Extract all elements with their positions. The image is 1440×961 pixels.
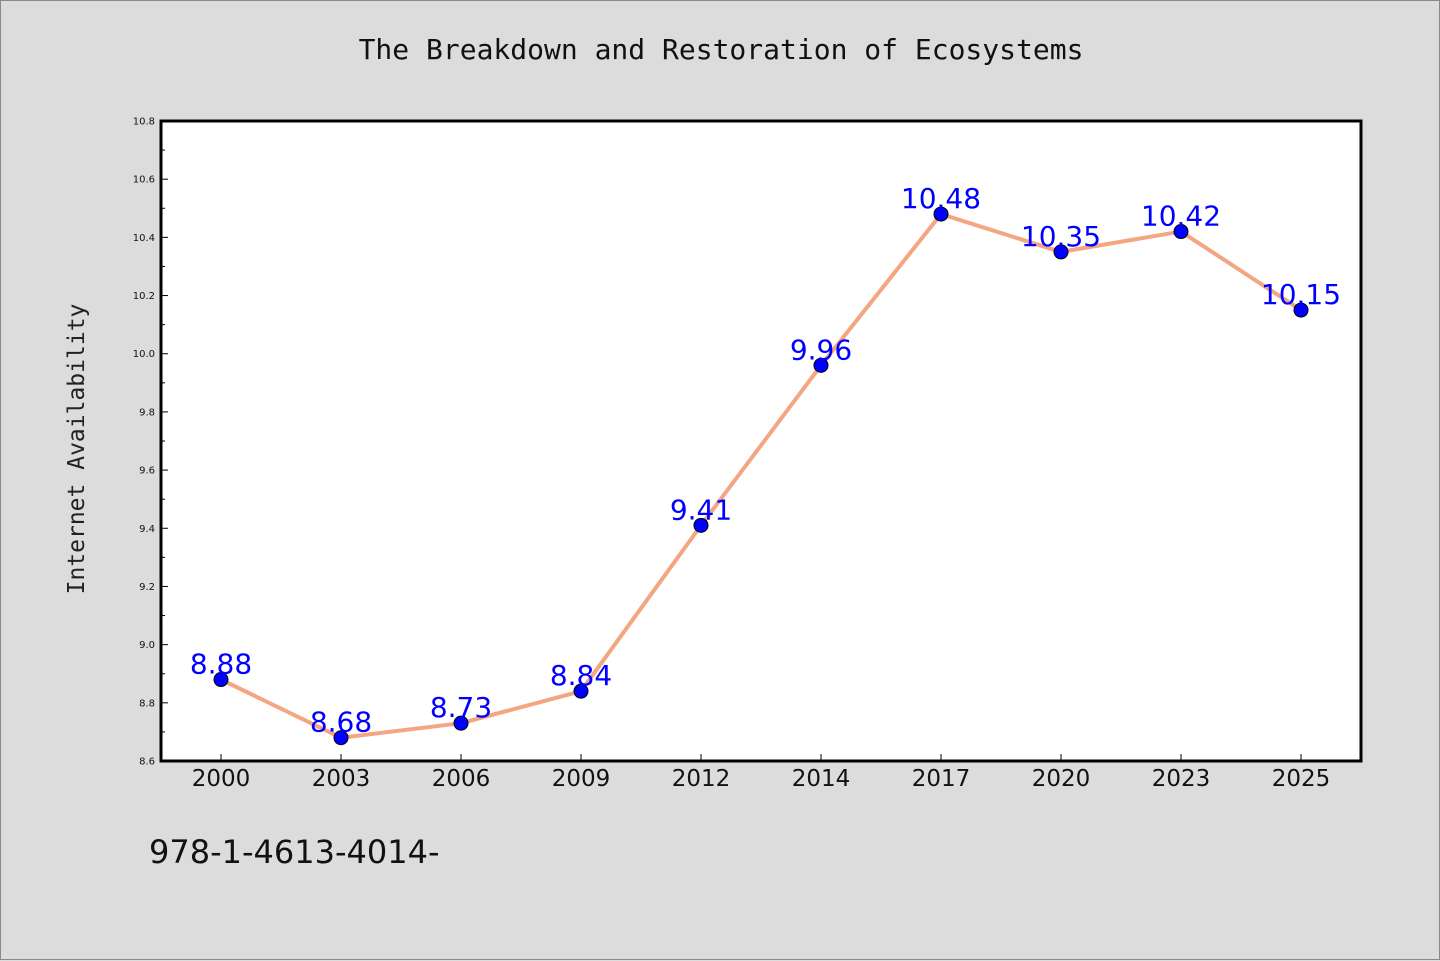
y-tick-label: 10.2	[133, 291, 155, 302]
x-tick-label: 2000	[192, 766, 251, 792]
x-tick-label: 2014	[792, 766, 851, 792]
x-tick-label: 2020	[1032, 766, 1091, 792]
data-point	[1053, 244, 1069, 260]
y-tick-label: 10.6	[133, 175, 155, 186]
y-tick-label: 10.4	[133, 233, 155, 244]
data-point	[813, 357, 829, 373]
data-point	[573, 683, 589, 699]
data-label: 9.96	[790, 333, 852, 366]
data-label: 10.48	[901, 182, 981, 215]
footer-isbn-text: 978-1-4613-4014-	[149, 833, 440, 871]
x-tick-label: 2017	[912, 766, 971, 792]
y-tick-label: 9.8	[139, 407, 155, 418]
data-label: 10.42	[1141, 200, 1221, 233]
data-label: 10.15	[1261, 278, 1341, 311]
y-tick-label: 10.8	[133, 117, 155, 128]
data-label: 8.68	[310, 706, 372, 739]
x-tick-label: 2006	[432, 766, 491, 792]
x-tick-label: 2003	[312, 766, 371, 792]
y-tick-label: 8.6	[139, 757, 155, 768]
x-tick-label: 2009	[552, 766, 611, 792]
data-point	[333, 730, 349, 746]
chart-title: The Breakdown and Restoration of Ecosyst…	[358, 33, 1084, 66]
data-label: 8.88	[190, 648, 252, 681]
x-tick-label: 2025	[1272, 766, 1331, 792]
data-label: 9.41	[670, 493, 732, 526]
x-tick-label: 2023	[1152, 766, 1211, 792]
data-point	[1173, 224, 1189, 240]
data-label: 8.84	[550, 659, 612, 692]
x-tick-label: 2012	[672, 766, 731, 792]
data-point	[693, 517, 709, 533]
data-point	[933, 206, 949, 222]
y-tick-label: 10.0	[133, 349, 155, 360]
data-point	[453, 715, 469, 731]
y-tick-label: 9.6	[139, 466, 155, 477]
plot-area	[159, 119, 1363, 763]
data-label: 8.73	[430, 691, 492, 724]
y-tick-label: 8.8	[139, 698, 155, 709]
data-label: 10.35	[1021, 220, 1101, 253]
y-tick-label: 9.2	[139, 582, 155, 593]
series-line	[219, 212, 1303, 740]
y-tick-label: 9.0	[139, 640, 155, 651]
y-tick-label: 9.4	[139, 524, 155, 535]
data-point	[213, 672, 229, 688]
data-point	[1293, 302, 1309, 318]
